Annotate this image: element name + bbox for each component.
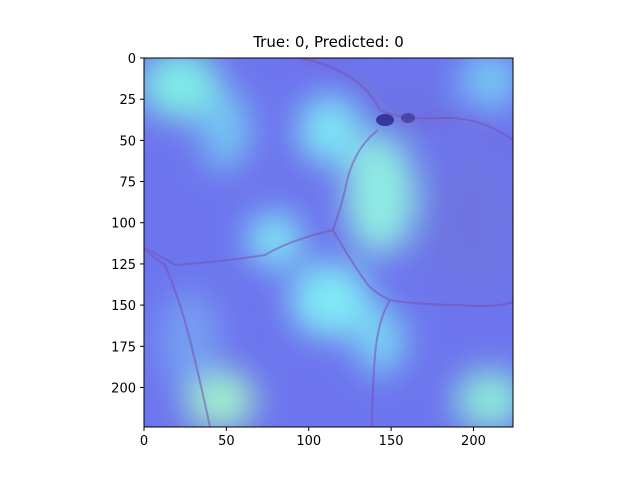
plot-title: True: 0, Predicted: 0: [253, 33, 404, 51]
y-tick-label: 175: [111, 340, 136, 355]
plot-frame: [143, 57, 514, 428]
x-tick-label: 0: [140, 434, 148, 449]
x-tick-label: 150: [379, 434, 404, 449]
heatmap-hotspots: [144, 58, 513, 427]
y-tick-label: 0: [128, 52, 136, 67]
x-tick-label: 100: [296, 434, 321, 449]
x-axis: 0 50 100 150 200: [140, 427, 486, 449]
y-tick-label: 150: [111, 299, 136, 314]
heatmap-image: [144, 58, 513, 427]
y-tick-label: 125: [111, 258, 136, 273]
x-tick-label: 50: [218, 434, 235, 449]
dark-nuclei: [376, 113, 415, 126]
y-tick-label: 100: [111, 217, 136, 232]
y-axis: 0 25 50 75 100 125 150 175 200: [111, 52, 144, 396]
y-tick-label: 25: [119, 93, 136, 108]
y-tick-label: 75: [119, 176, 136, 191]
y-tick-label: 50: [119, 134, 136, 149]
y-tick-label: 200: [111, 381, 136, 396]
x-tick-label: 200: [461, 434, 486, 449]
tissue-membrane-lines: [144, 58, 513, 427]
